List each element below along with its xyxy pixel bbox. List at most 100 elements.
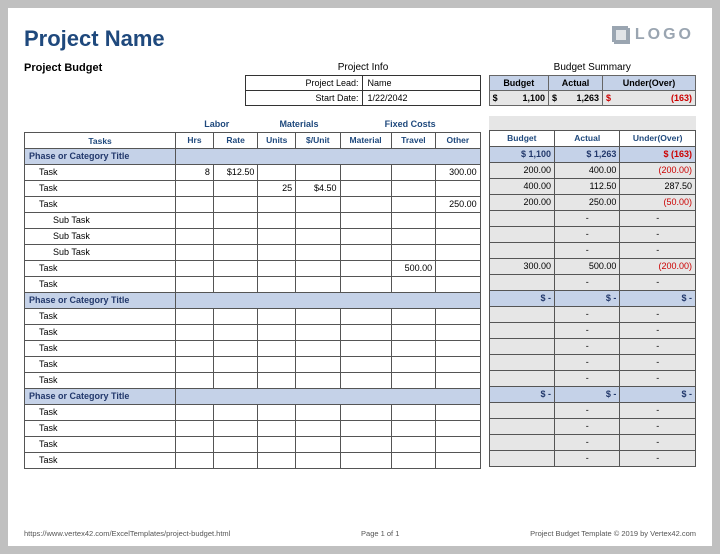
row-name: Task [25, 372, 176, 388]
cell-rate [213, 372, 257, 388]
cell-actual: 250.00 [555, 194, 620, 210]
cell-hrs [176, 228, 214, 244]
cell-rate [213, 340, 257, 356]
cell-unit_price [296, 372, 340, 388]
cell-budget: 200.00 [489, 162, 554, 178]
cell-uo: - [620, 210, 696, 226]
col-hdr-tasks: Tasks [25, 132, 176, 148]
cell-hrs [176, 180, 214, 196]
phase-span [176, 292, 481, 308]
summary-uo: $(163) [602, 91, 695, 106]
cell-travel [391, 228, 435, 244]
cell-actual: - [555, 370, 620, 386]
cell-material [340, 356, 391, 372]
materials-hdr: Materials [258, 116, 340, 132]
col-hdr-units: Units [258, 132, 296, 148]
cell-budget [489, 242, 554, 258]
cell-travel [391, 452, 435, 468]
cell-unit_price [296, 260, 340, 276]
cell-unit_price [296, 324, 340, 340]
cell-actual: - [555, 434, 620, 450]
cell-uo: (200.00) [620, 162, 696, 178]
cell-actual: - [555, 418, 620, 434]
cell-uo: (200.00) [620, 258, 696, 274]
cell-actual: - [555, 306, 620, 322]
cell-actual: - [555, 210, 620, 226]
cell-material [340, 340, 391, 356]
cell-unit_price [296, 420, 340, 436]
cell-material [340, 212, 391, 228]
cell-travel [391, 404, 435, 420]
header-row: Project Budget Project Info Project Lead… [24, 62, 696, 106]
cell-hrs [176, 356, 214, 372]
col-hdr-other: Other [436, 132, 481, 148]
cell-travel [391, 436, 435, 452]
cell-units [258, 340, 296, 356]
cell-hrs [176, 452, 214, 468]
col-hdr-material: Material [340, 132, 391, 148]
row-name: Task [25, 436, 176, 452]
cell-material [340, 420, 391, 436]
lead-value: Name [363, 76, 480, 91]
labor-hdr: Labor [176, 116, 258, 132]
cell-rate [213, 308, 257, 324]
spacer [489, 116, 695, 130]
cell-budget [489, 354, 554, 370]
cell-actual: 500.00 [555, 258, 620, 274]
summary-heading: Budget Summary [489, 62, 696, 73]
cell-travel [391, 212, 435, 228]
cell-hrs [176, 260, 214, 276]
cell-other [436, 228, 481, 244]
cell-material [340, 276, 391, 292]
cell-travel [391, 324, 435, 340]
col-hdr-travel: Travel [391, 132, 435, 148]
cell-budget [489, 370, 554, 386]
row-name: Task [25, 340, 176, 356]
cell-material [340, 324, 391, 340]
cell-other [436, 404, 481, 420]
cell-other [436, 340, 481, 356]
cell-unit_price [296, 404, 340, 420]
cell-units [258, 356, 296, 372]
cell-rate [213, 196, 257, 212]
cell-budget: $ - [489, 290, 554, 306]
cell-unit_price [296, 244, 340, 260]
cell-budget [489, 402, 554, 418]
cell-hrs [176, 212, 214, 228]
phase-span [176, 388, 481, 404]
cell-actual: - [555, 402, 620, 418]
cell-material [340, 436, 391, 452]
cell-units [258, 260, 296, 276]
cell-actual: - [555, 226, 620, 242]
footer-center: Page 1 of 1 [361, 529, 399, 538]
cell-actual: $ - [555, 290, 620, 306]
cell-unit_price [296, 212, 340, 228]
cell-budget [489, 274, 554, 290]
row-name: Phase or Category Title [25, 292, 176, 308]
cell-unit_price [296, 452, 340, 468]
summary-budget: $1,100 [489, 91, 548, 106]
cell-uo: - [620, 354, 696, 370]
cell-hrs [176, 244, 214, 260]
cell-budget: 300.00 [489, 258, 554, 274]
cell-rate: $12.50 [213, 164, 257, 180]
cell-material [340, 452, 391, 468]
cell-hrs [176, 420, 214, 436]
cell-rate [213, 356, 257, 372]
cell-rate [213, 276, 257, 292]
cell-travel [391, 308, 435, 324]
cell-hrs [176, 436, 214, 452]
cell-budget: 400.00 [489, 178, 554, 194]
cell-rate [213, 324, 257, 340]
logo-text: LOGO [635, 26, 694, 44]
cell-material [340, 164, 391, 180]
blank-hdr [25, 116, 176, 132]
cell-material [340, 244, 391, 260]
lead-label: Project Lead: [246, 76, 363, 91]
cell-hrs [176, 276, 214, 292]
cell-units [258, 452, 296, 468]
col-hdr-actual: Actual [555, 130, 620, 146]
cell-other [436, 244, 481, 260]
cell-travel [391, 276, 435, 292]
start-value: 1/22/2042 [363, 91, 480, 106]
